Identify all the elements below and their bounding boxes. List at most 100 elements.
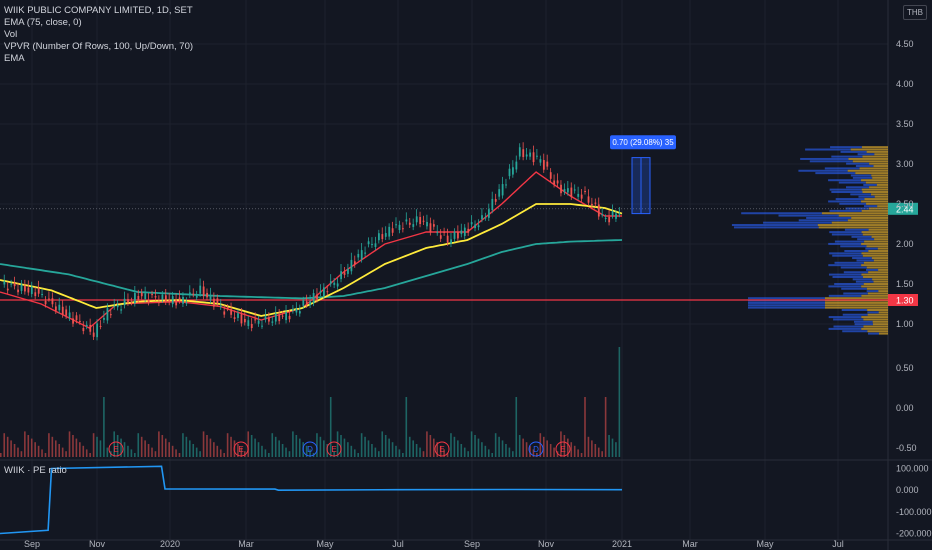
vpvr-row-down — [825, 304, 888, 307]
vpvr-row-down — [847, 169, 888, 172]
currency-badge[interactable]: THB — [903, 5, 927, 20]
candle-body — [3, 281, 6, 285]
candle-body — [350, 259, 353, 272]
candle-body — [51, 298, 54, 305]
volume-bar — [261, 445, 263, 457]
candle-body — [567, 188, 569, 193]
vpvr-row-up — [852, 257, 872, 260]
volume-bar — [597, 447, 600, 457]
vpvr-row-down — [831, 221, 888, 224]
pe-ratio-legend[interactable]: WIIK · PE ratio — [4, 465, 67, 476]
vpvr-row-up — [829, 209, 862, 212]
vpvr-row-down — [848, 157, 888, 160]
symbol-title[interactable]: WIIK PUBLIC COMPANY LIMITED, 1D, SET — [4, 5, 193, 16]
event-marker-dividend — [302, 441, 318, 457]
candle-body — [594, 202, 597, 204]
candle-body — [412, 224, 415, 227]
volume-bar — [199, 451, 201, 457]
candle-body — [477, 225, 480, 228]
volume-bar — [192, 444, 195, 457]
candle-body — [261, 325, 263, 327]
vpvr-row-down — [868, 228, 888, 231]
volume-bar — [463, 447, 466, 457]
candle-body — [347, 268, 349, 274]
vpvr-legend[interactable]: VPVR (Number Of Rows, 100, Up/Down, 70) — [4, 41, 194, 52]
candle-body — [432, 224, 435, 227]
volume-bar — [532, 449, 535, 457]
volume-bar — [487, 449, 490, 457]
candle-body — [556, 180, 559, 184]
price-tick: 2.50 — [896, 199, 914, 209]
vpvr-row-down — [871, 193, 888, 196]
candle-body — [353, 261, 356, 265]
event-marker-label: D — [307, 445, 313, 454]
candle-body — [474, 224, 477, 229]
vpvr-row-up — [851, 235, 872, 238]
candle-body — [240, 314, 243, 324]
event-marker-earnings — [326, 441, 342, 457]
vpvr-row-down — [877, 205, 888, 208]
volume-bar — [611, 438, 614, 457]
vpvr-row-down — [861, 188, 888, 191]
vpvr-row-up — [828, 179, 862, 182]
vpvr-row-up — [798, 169, 848, 172]
ema2-legend[interactable]: EMA — [4, 53, 25, 64]
volume-bar — [426, 431, 428, 457]
candle-body — [254, 319, 257, 321]
candle-body — [426, 221, 428, 227]
vpvr-row-down — [864, 240, 888, 243]
vpvr-row-up — [831, 191, 863, 193]
vpvr-row-up — [748, 304, 825, 307]
candle-body — [106, 308, 109, 321]
vpvr-row-down — [874, 238, 888, 241]
candle-body — [584, 191, 586, 193]
vpvr-row-up — [800, 157, 849, 160]
candle-body — [219, 305, 222, 307]
time-tick: May — [756, 539, 774, 549]
vpvr-row-down — [879, 332, 888, 335]
vpvr-row-down — [872, 323, 888, 326]
event-marker-label: E — [331, 445, 336, 454]
candle-body — [58, 304, 61, 311]
vpvr-row-down — [878, 268, 888, 271]
volume-bar — [560, 431, 562, 457]
candle-body — [591, 203, 593, 206]
ema-legend[interactable]: EMA (75, close, 0) — [4, 17, 82, 28]
volume-bar — [546, 440, 548, 457]
volume-bar — [405, 397, 408, 457]
volume-bar — [72, 435, 74, 457]
candle-body — [199, 285, 202, 294]
volume-bar — [615, 442, 617, 457]
candle-body — [216, 298, 219, 304]
vpvr-row-up — [828, 327, 862, 330]
candle-body — [539, 159, 542, 163]
candle-body — [487, 209, 490, 218]
volume-bar — [223, 453, 225, 457]
volume-bar — [151, 447, 153, 457]
time-tick: Sep — [24, 539, 40, 549]
candle-body — [137, 296, 140, 300]
vpvr-row-up — [853, 320, 873, 323]
candle-body — [171, 296, 174, 305]
vpvr-row-up — [841, 309, 868, 311]
volume-bar — [467, 451, 469, 457]
candle-body — [333, 282, 336, 285]
candle-body — [515, 161, 518, 170]
vpvr-row-down — [861, 200, 888, 203]
volume-bar — [178, 453, 181, 457]
vpvr-row-up — [855, 280, 874, 283]
candle-body — [580, 194, 583, 199]
volume-bar — [429, 435, 432, 457]
volume-bar — [360, 433, 363, 457]
volume-bar — [34, 442, 36, 457]
candle-body — [182, 296, 184, 304]
volume-bar — [570, 442, 573, 457]
candle-body — [529, 152, 532, 157]
event-marker-label: D — [533, 445, 539, 454]
candle-body — [96, 323, 99, 338]
volume-bar — [453, 436, 456, 457]
candle-body — [525, 154, 528, 157]
volume-legend[interactable]: Vol — [4, 29, 18, 40]
volume-bar — [154, 451, 157, 457]
